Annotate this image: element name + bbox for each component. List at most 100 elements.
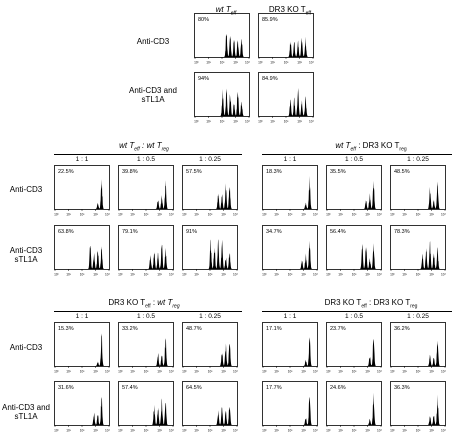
axis-tick-label: 10¹ [274,273,279,277]
axis-tick-label: 10⁰ [54,213,60,217]
axis-tick-label: 10⁰ [390,370,396,374]
axis-tick-label: 10⁴ [377,429,383,433]
axis-tick-label: 10¹ [402,213,407,217]
histogram-svg: 10⁰ 10¹ 10² 10³ 10⁴ 64.5% [182,381,239,433]
histogram-fill [76,396,107,425]
axis-tick-label: 10³ [93,273,98,277]
axis-tick-label: 10² [288,429,293,433]
histogram-panel: 10⁰ 10¹ 10² 10³ 10⁴ 85.9% [258,13,315,65]
ratio-label: 1 : 1 [283,313,297,320]
axis-tick-label: 10² [208,213,213,217]
axis-tick-label: 10⁰ [194,120,200,124]
histogram-panel: 10⁰ 10¹ 10² 10³ 10⁴ 56.4% [326,225,383,277]
axis-tick-label: 10² [208,429,213,433]
histogram-svg: 10⁰ 10¹ 10² 10³ 10⁴ 94% [194,72,251,124]
percent-label: 48.7% [186,326,202,332]
histogram-fill [348,180,379,209]
axis-tick-label: 10² [288,213,293,217]
percent-label: 22.5% [58,169,74,175]
axis-tick-label: 10³ [157,213,162,217]
axis-tick-label: 10² [352,273,357,277]
axis-tick-label: 10³ [157,429,162,433]
axis-tick-label: 10¹ [402,370,407,374]
percent-label: 84.9% [262,76,278,82]
axis-tick-label: 10² [288,370,293,374]
axis-tick-label: 10⁰ [326,273,332,277]
axis-tick-label: 10² [144,213,149,217]
histogram-svg: 10⁰ 10¹ 10² 10³ 10⁴ 63.8% [54,225,111,277]
axis-tick-label: 10² [80,273,85,277]
histogram-fill [204,183,235,209]
histogram-fill [204,239,235,269]
axis-tick-label: 10² [352,429,357,433]
histogram-panel: 10⁰ 10¹ 10² 10³ 10⁴ 64.5% [182,381,239,433]
axis-tick-label: 10¹ [402,429,407,433]
axis-tick-label: 10¹ [274,370,279,374]
ratio-label: 1 : 0.25 [199,313,221,320]
percent-label: 34.7% [266,229,282,235]
axis-tick-label: 10¹ [274,213,279,217]
axis-tick-label: 10³ [429,429,434,433]
histogram-svg: 10⁰ 10¹ 10² 10³ 10⁴ 15.3% [54,322,111,374]
axis-tick-label: 10² [80,429,85,433]
histogram-fill [284,396,315,425]
histogram-panel: 10⁰ 10¹ 10² 10³ 10⁴ 24.6% [326,381,383,433]
axis-tick-label: 10¹ [66,429,71,433]
axis-tick-label: 10⁴ [233,429,239,433]
axis-tick-label: 10¹ [270,120,275,124]
axis-tick-label: 10⁰ [258,120,264,124]
percent-label: 15.3% [58,326,74,332]
axis-tick-label: 10⁰ [182,429,188,433]
histogram-fill [412,241,443,269]
histogram-svg: 10⁰ 10¹ 10² 10³ 10⁴ 36.3% [390,381,447,433]
histogram-panel: 10⁰ 10¹ 10² 10³ 10⁴ 17.7% [262,381,319,433]
axis-tick-label: 10² [416,370,421,374]
histogram-svg: 10⁰ 10¹ 10² 10³ 10⁴ 85.9% [258,13,315,65]
axis-tick-label: 10⁴ [169,429,175,433]
percent-label: 24.6% [330,385,346,391]
axis-tick-label: 10² [352,213,357,217]
axis-tick-label: 10² [220,120,225,124]
axis-tick-label: 10⁴ [441,370,447,374]
percent-label: 33.2% [122,326,138,332]
percent-label: 18.3% [266,169,282,175]
histogram-svg: 10⁰ 10¹ 10² 10³ 10⁴ 48.7% [182,322,239,374]
axis-tick-label: 10² [220,61,225,65]
histogram-panel: 10⁰ 10¹ 10² 10³ 10⁴ 22.5% [54,165,111,217]
group-divider-wt-dr3ko [262,154,452,155]
axis-tick-label: 10³ [221,429,226,433]
axis-tick-label: 10² [416,429,421,433]
axis-tick-label: 10³ [93,370,98,374]
axis-tick-label: 10⁰ [54,273,60,277]
axis-tick-label: 10¹ [194,213,199,217]
histogram-fill [412,181,443,209]
histogram-svg: 10⁰ 10¹ 10² 10³ 10⁴ 17.1% [262,322,319,374]
axis-tick-label: 10⁴ [441,213,447,217]
axis-tick-label: 10³ [93,429,98,433]
percent-label: 36.3% [394,385,410,391]
row-label-top-anticd3: Anti-CD3 [136,37,170,46]
histogram-fill [216,33,247,57]
axis-tick-label: 10¹ [194,370,199,374]
ratio-label: 1 : 0.25 [407,156,429,163]
axis-tick-label: 10³ [157,370,162,374]
percent-label: 79.1% [122,229,138,235]
axis-tick-label: 10³ [429,213,434,217]
histogram-panel: 10⁰ 10¹ 10² 10³ 10⁴ 57.4% [118,381,175,433]
histogram-svg: 10⁰ 10¹ 10² 10³ 10⁴ 84.9% [258,72,315,124]
histogram-panel: 10⁰ 10¹ 10² 10³ 10⁴ 48.5% [390,165,447,217]
percent-label: 63.8% [58,229,74,235]
axis-tick-label: 10² [208,370,213,374]
axis-tick-label: 10¹ [338,273,343,277]
percent-label: 78.3% [394,229,410,235]
histogram-svg: 10⁰ 10¹ 10² 10³ 10⁴ 24.6% [326,381,383,433]
axis-tick-label: 10⁰ [262,213,268,217]
histogram-fill [284,336,315,366]
axis-tick-label: 10⁴ [105,370,111,374]
axis-tick-label: 10⁰ [54,429,60,433]
histogram-fill [284,175,315,209]
histogram-svg: 10⁰ 10¹ 10² 10³ 10⁴ 36.2% [390,322,447,374]
percent-label: 35.5% [330,169,346,175]
histogram-fill [348,243,379,269]
axis-tick-label: 10⁴ [441,429,447,433]
